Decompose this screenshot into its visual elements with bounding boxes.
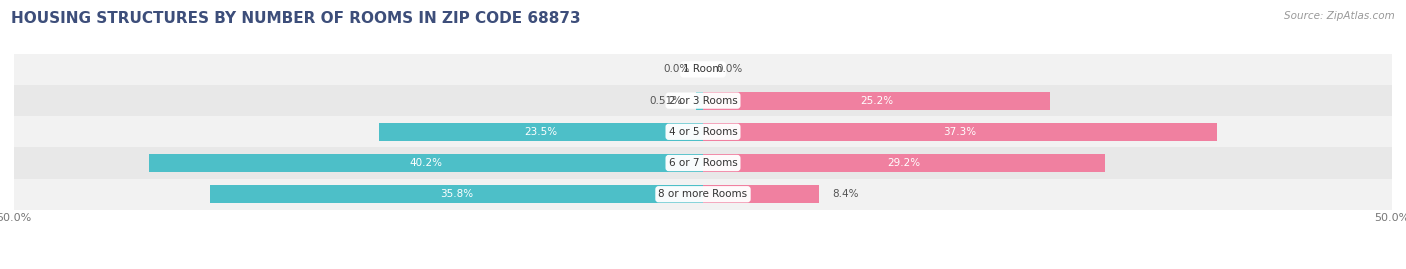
- Text: HOUSING STRUCTURES BY NUMBER OF ROOMS IN ZIP CODE 68873: HOUSING STRUCTURES BY NUMBER OF ROOMS IN…: [11, 11, 581, 26]
- Bar: [703, 154, 1105, 172]
- Text: 23.5%: 23.5%: [524, 127, 558, 137]
- Text: 35.8%: 35.8%: [440, 189, 472, 199]
- Text: 8 or more Rooms: 8 or more Rooms: [658, 189, 748, 199]
- Bar: [14, 54, 1392, 85]
- Bar: [149, 154, 703, 172]
- Bar: [14, 147, 1392, 179]
- Text: 37.3%: 37.3%: [943, 127, 977, 137]
- Text: 29.2%: 29.2%: [887, 158, 921, 168]
- Text: 40.2%: 40.2%: [409, 158, 443, 168]
- Text: 1 Room: 1 Room: [683, 64, 723, 75]
- Text: 25.2%: 25.2%: [860, 95, 893, 106]
- Bar: [14, 85, 1392, 116]
- Text: 0.51%: 0.51%: [650, 95, 682, 106]
- Text: 0.0%: 0.0%: [717, 64, 742, 75]
- Legend: Owner-occupied, Renter-occupied: Owner-occupied, Renter-occupied: [589, 266, 817, 269]
- Text: 4 or 5 Rooms: 4 or 5 Rooms: [669, 127, 737, 137]
- Text: Source: ZipAtlas.com: Source: ZipAtlas.com: [1284, 11, 1395, 21]
- Bar: [696, 91, 703, 110]
- Text: 6 or 7 Rooms: 6 or 7 Rooms: [669, 158, 737, 168]
- Bar: [14, 179, 1392, 210]
- Bar: [703, 185, 818, 203]
- Text: 0.0%: 0.0%: [664, 64, 689, 75]
- Bar: [14, 116, 1392, 147]
- Bar: [703, 91, 1050, 110]
- Text: 8.4%: 8.4%: [832, 189, 859, 199]
- Text: 2 or 3 Rooms: 2 or 3 Rooms: [669, 95, 737, 106]
- Bar: [209, 185, 703, 203]
- Bar: [703, 123, 1218, 141]
- Bar: [380, 123, 703, 141]
